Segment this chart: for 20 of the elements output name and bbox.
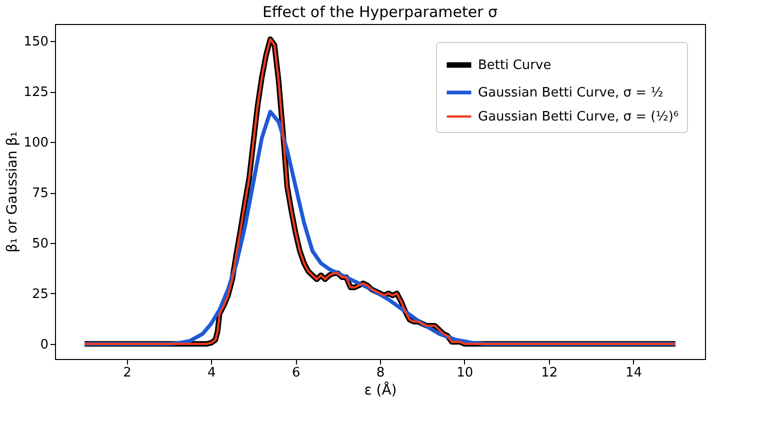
y-tick-label: 0 [40, 337, 48, 352]
x-tick-label: 8 [376, 366, 385, 380]
y-tick-label: 150 [24, 34, 48, 50]
legend-label: Gaussian Betti Curve, σ = (½)⁶ [478, 110, 679, 124]
legend-label: Gaussian Betti Curve, σ = ½ [478, 86, 664, 100]
y-axis-title: β₁ or Gaussian β₁ [4, 132, 21, 252]
y-tick-label: 100 [24, 136, 48, 151]
legend-label: Betti Curve [478, 58, 552, 73]
chart-title: Effect of the Hyperparameter σ [262, 3, 498, 21]
y-tick-label: 50 [32, 236, 48, 252]
x-tick-label: 2 [123, 366, 132, 380]
y-tick-label: 75 [32, 186, 48, 202]
x-tick-label: 10 [456, 366, 474, 380]
x-axis-title: ε (Å) [364, 382, 397, 398]
x-tick-label: 6 [292, 366, 300, 380]
x-tick-label: 12 [541, 366, 558, 380]
y-tick-label: 125 [24, 85, 48, 100]
x-tick-label: 4 [208, 366, 216, 380]
y-tick-label: 25 [32, 286, 48, 302]
x-tick-label: 14 [625, 366, 642, 380]
